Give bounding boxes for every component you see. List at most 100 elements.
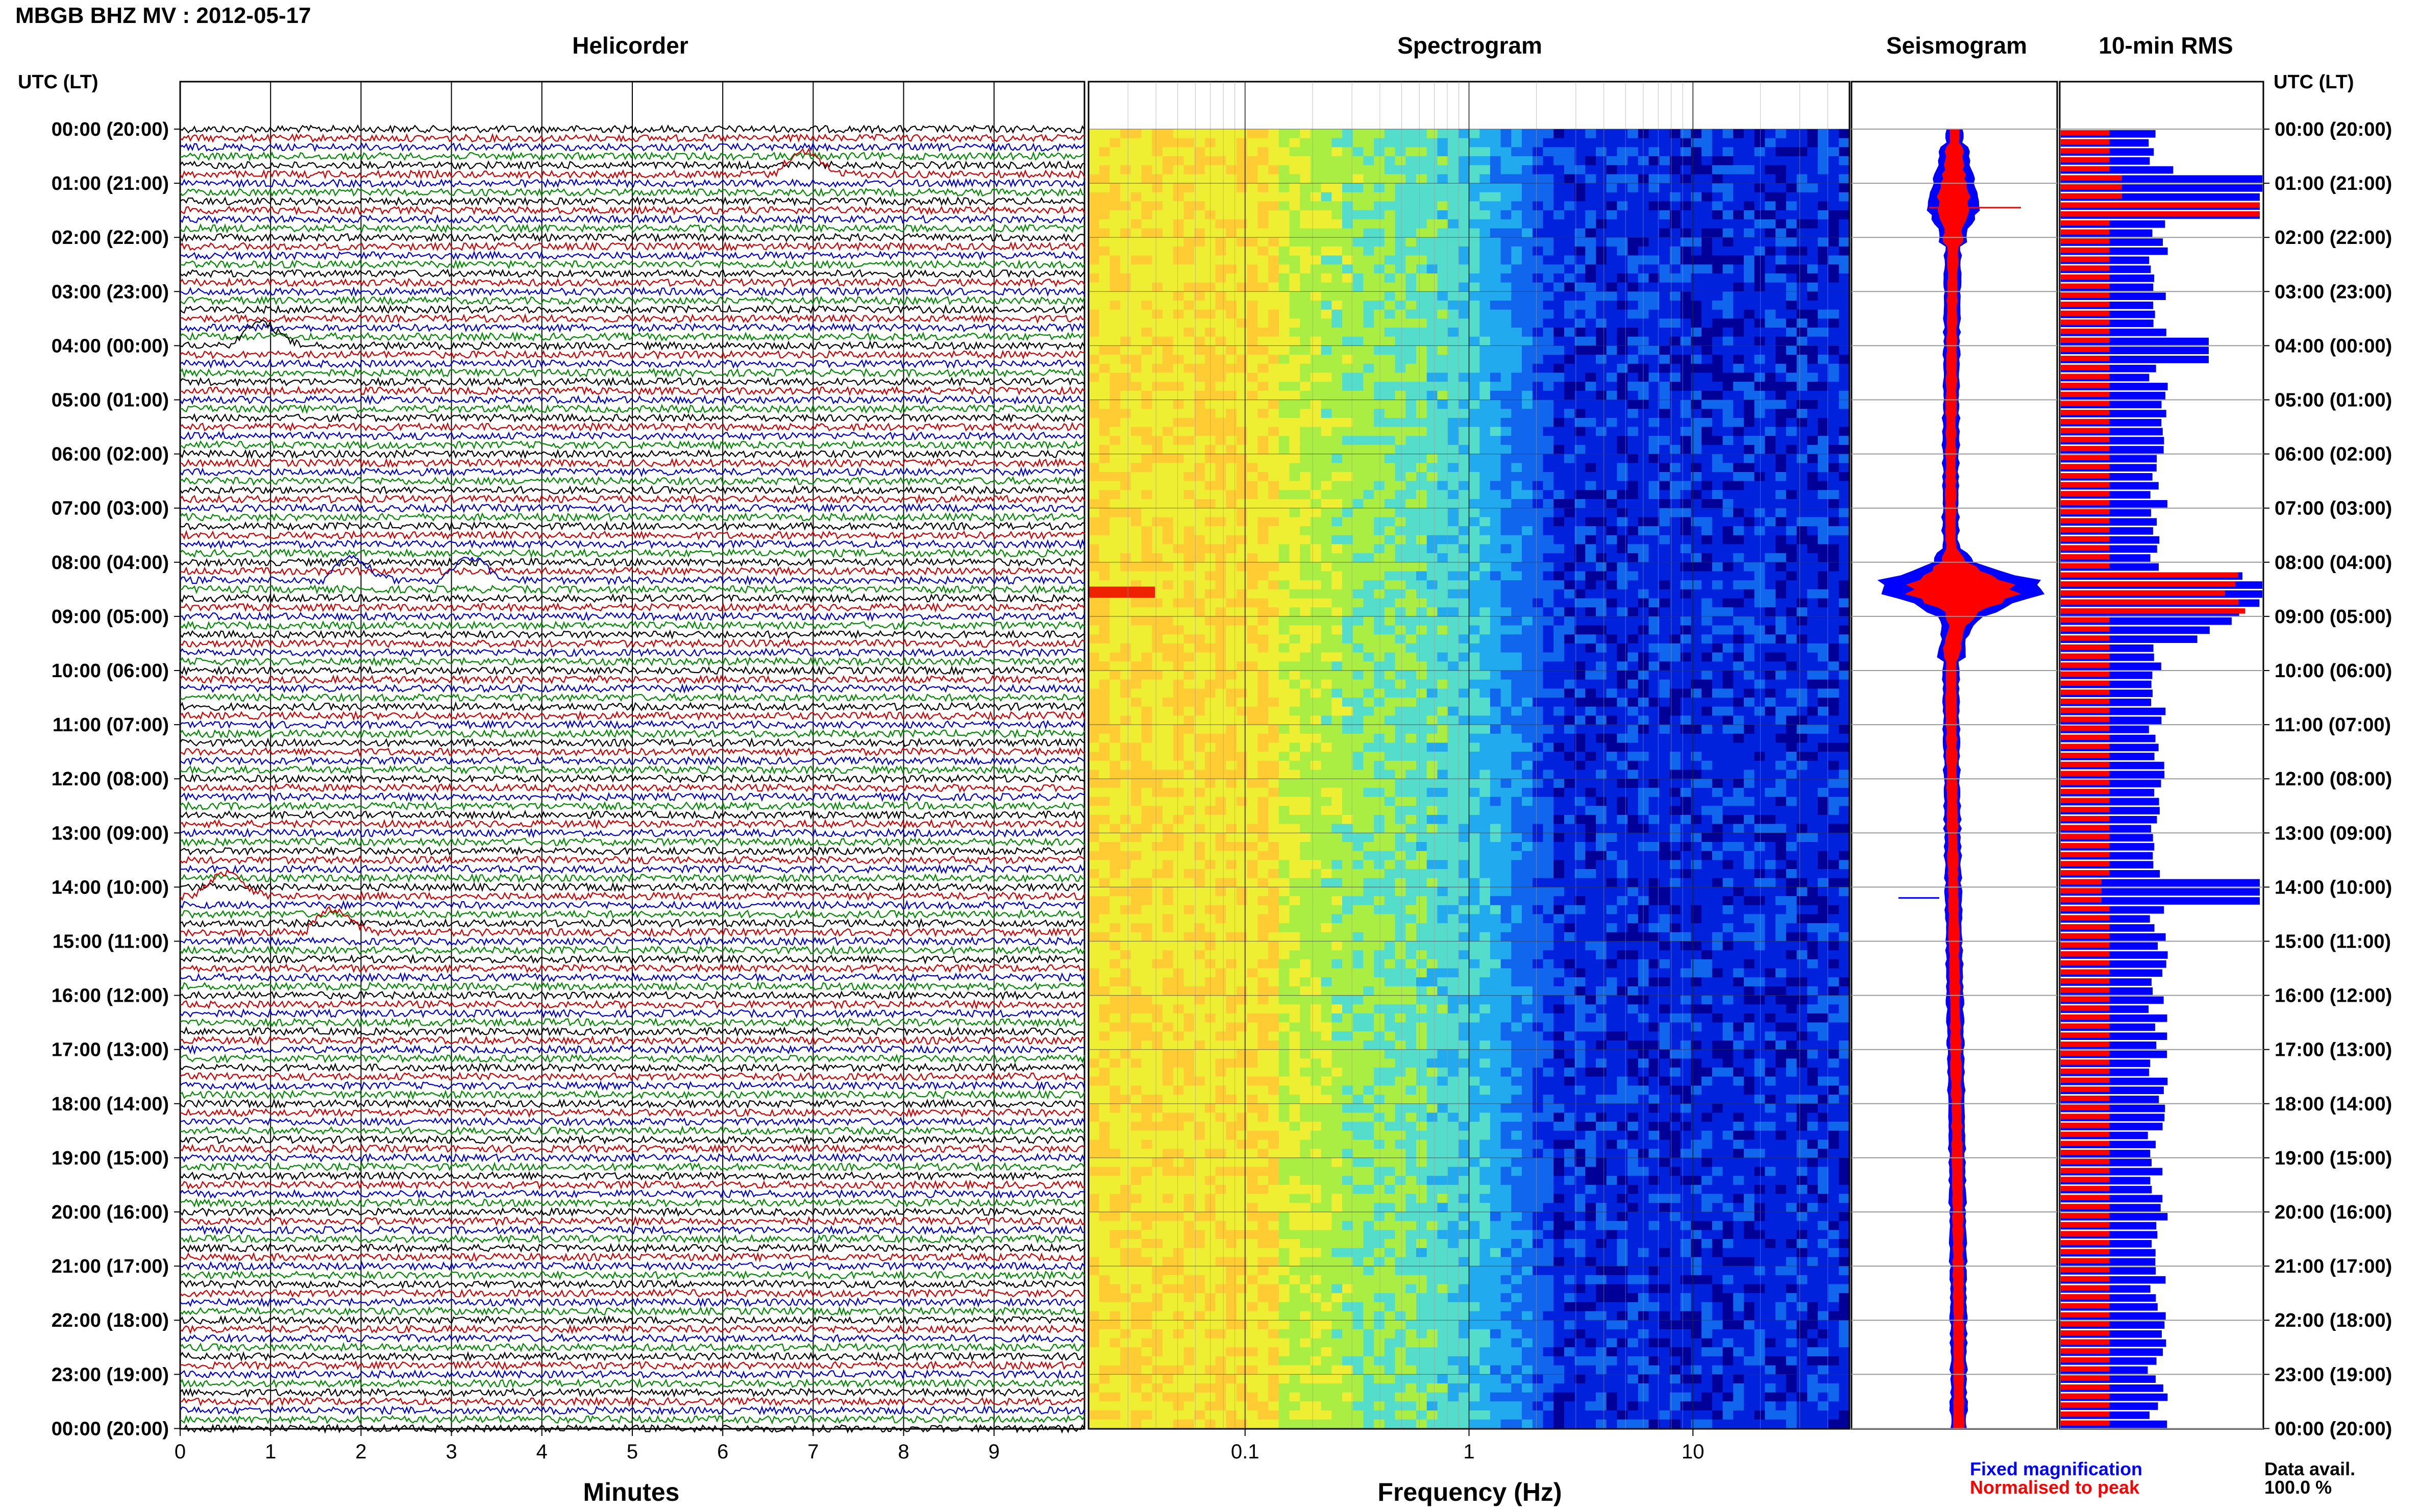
spectrogram-cell bbox=[1416, 301, 1427, 310]
spectrogram-cell bbox=[1173, 679, 1184, 689]
helicorder-trace bbox=[180, 1017, 1085, 1028]
spectrogram-cell bbox=[1215, 472, 1226, 482]
spectrogram-cell bbox=[1278, 535, 1290, 545]
spectrogram-cell bbox=[1405, 589, 1417, 599]
spectrogram-cell bbox=[1321, 688, 1332, 698]
spectrogram-cell bbox=[1553, 301, 1565, 310]
spectrogram-cell bbox=[1331, 508, 1343, 517]
spectrogram-cell bbox=[1543, 589, 1554, 599]
spectrogram-cell bbox=[1300, 698, 1311, 707]
helicorder-trace bbox=[180, 809, 1085, 821]
spectrogram-cell bbox=[1543, 454, 1554, 463]
spectrogram-cell bbox=[1437, 688, 1448, 698]
spectrogram-cell bbox=[1796, 598, 1808, 608]
spectrogram-cell bbox=[1522, 481, 1533, 490]
spectrogram-cell bbox=[1141, 291, 1152, 301]
spectrogram-cell bbox=[1680, 454, 1691, 463]
spectrogram-cell bbox=[1564, 715, 1575, 725]
spectrogram-cell bbox=[1173, 580, 1184, 590]
spectrogram-cell bbox=[1163, 264, 1174, 274]
spectrogram-cell bbox=[1828, 373, 1839, 382]
spectrogram-cell bbox=[1722, 679, 1734, 689]
spectrogram-cell bbox=[1775, 409, 1787, 418]
spectrogram-cell bbox=[1310, 382, 1322, 391]
spectrogram-cell bbox=[1564, 454, 1575, 463]
spectrogram-cell bbox=[1680, 671, 1691, 680]
spectrogram-cell bbox=[1701, 688, 1713, 698]
spectrogram-cell bbox=[1120, 255, 1131, 265]
spectrogram-cell bbox=[1363, 255, 1374, 265]
spectrogram-cell bbox=[1786, 517, 1797, 527]
helicorder-trace bbox=[180, 385, 1085, 396]
spectrogram-cell bbox=[1141, 165, 1152, 175]
spectrogram-cell bbox=[1828, 444, 1839, 455]
spectrogram-cell bbox=[1490, 255, 1501, 265]
spectrogram-cell bbox=[1109, 328, 1121, 337]
spectrogram-cell bbox=[1648, 373, 1660, 382]
spectrogram-cell bbox=[1659, 309, 1670, 319]
spectrogram-cell bbox=[1775, 417, 1787, 428]
spectrogram-cell bbox=[1183, 427, 1195, 436]
spectrogram-cell bbox=[1596, 264, 1607, 274]
spectrogram-cell bbox=[1564, 363, 1575, 374]
spectrogram-cell bbox=[1670, 183, 1681, 193]
spectrogram-cell bbox=[1648, 508, 1660, 517]
spectrogram-cell bbox=[1553, 580, 1565, 590]
spectrogram-cell bbox=[1194, 526, 1205, 536]
spectrogram-cell bbox=[1733, 318, 1744, 328]
spectrogram-cell bbox=[1352, 201, 1364, 211]
spectrogram-cell bbox=[1321, 652, 1332, 662]
spectrogram-cell bbox=[1331, 517, 1343, 527]
spectrogram-cell bbox=[1585, 526, 1596, 536]
spectrogram-cell bbox=[1775, 400, 1787, 409]
spectrogram-cell bbox=[1183, 698, 1195, 707]
spectrogram-cell bbox=[1321, 444, 1332, 455]
spectrogram-cell bbox=[1183, 733, 1195, 743]
spectrogram-cell bbox=[1405, 318, 1417, 328]
spectrogram-cell bbox=[1384, 183, 1396, 193]
spectrogram-cell bbox=[1627, 444, 1639, 455]
spectrogram-cell bbox=[1701, 544, 1713, 554]
spectrogram-cell bbox=[1500, 318, 1512, 328]
spectrogram-cell bbox=[1733, 129, 1744, 139]
spectrogram-cell bbox=[1490, 156, 1501, 166]
spectrogram-cell bbox=[1194, 147, 1205, 157]
spectrogram-cell bbox=[1796, 255, 1808, 265]
spectrogram-cell bbox=[1416, 571, 1427, 581]
spectrogram-cell bbox=[1416, 246, 1427, 256]
spectrogram-cell bbox=[1712, 725, 1723, 734]
spectrogram-cell bbox=[1458, 698, 1470, 707]
spectrogram-cell bbox=[1352, 562, 1364, 572]
spectrogram-cell bbox=[1163, 156, 1174, 166]
spectrogram-cell bbox=[1659, 390, 1670, 401]
spectrogram-cell bbox=[1839, 472, 1850, 482]
spectrogram-cell bbox=[1130, 607, 1142, 617]
spectrogram-cell bbox=[1395, 715, 1406, 725]
spectrogram-cell bbox=[1500, 147, 1512, 157]
spectrogram-cell bbox=[1733, 165, 1744, 175]
spectrogram-cell bbox=[1807, 553, 1818, 563]
spectrogram-cell bbox=[1733, 237, 1744, 247]
spectrogram-cell bbox=[1437, 517, 1448, 527]
spectrogram-cell bbox=[1352, 409, 1364, 418]
helicorder-trace bbox=[180, 241, 1085, 252]
spectrogram-cell bbox=[1152, 237, 1163, 247]
spectrogram-cell bbox=[1743, 246, 1755, 256]
spectrogram-cell bbox=[1553, 444, 1565, 455]
spectrogram-cell bbox=[1268, 625, 1279, 635]
spectrogram-cell bbox=[1163, 553, 1174, 563]
spectrogram-cell bbox=[1109, 571, 1121, 581]
spectrogram-cell bbox=[1828, 671, 1839, 680]
spectrogram-cell bbox=[1130, 463, 1142, 473]
spectrogram-cell bbox=[1152, 634, 1163, 644]
spectrogram-cell bbox=[1807, 183, 1818, 193]
spectrogram-cell bbox=[1817, 508, 1829, 517]
spectrogram-cell bbox=[1574, 706, 1586, 716]
spectrogram-cell bbox=[1448, 328, 1459, 337]
spectrogram-cell bbox=[1099, 544, 1110, 554]
spectrogram-cell bbox=[1564, 228, 1575, 238]
helicorder-trace bbox=[180, 1179, 1085, 1191]
spectrogram-cell bbox=[1120, 165, 1131, 175]
spectrogram-cell bbox=[1194, 309, 1205, 319]
spectrogram-cell bbox=[1543, 373, 1554, 382]
